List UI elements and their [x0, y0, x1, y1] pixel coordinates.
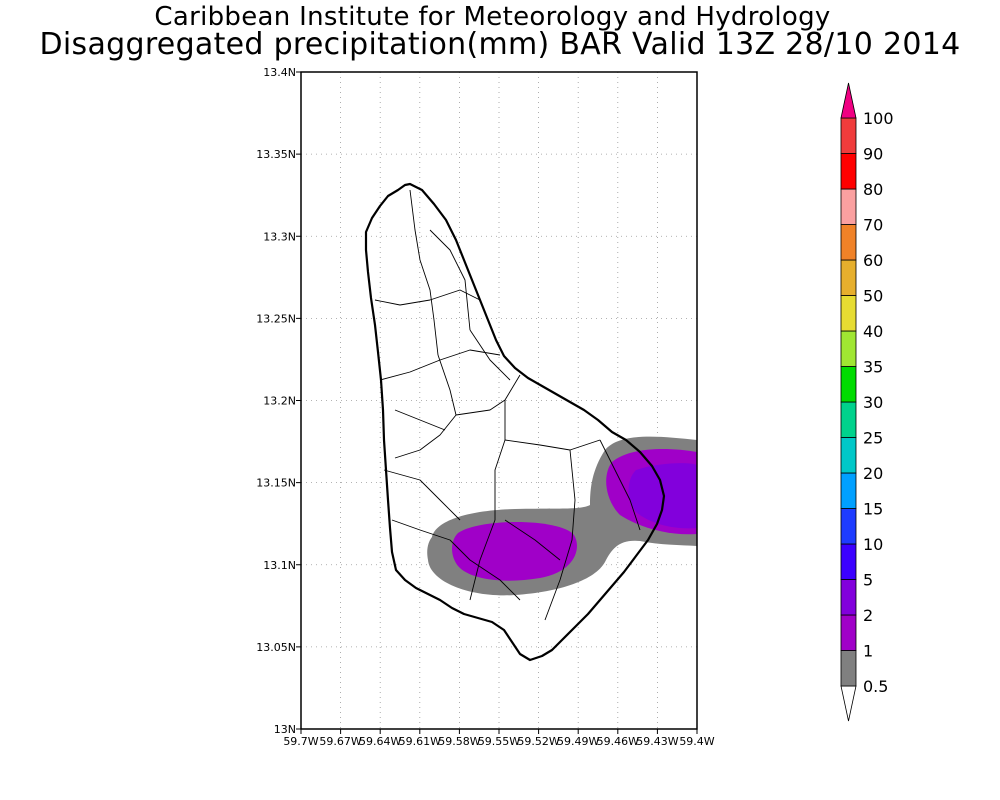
colorbar-segment-40-50	[840, 295, 857, 332]
colorbar-segment-35-40	[840, 330, 857, 367]
colorbar-label-25: 25	[863, 429, 883, 448]
lon-tick-label-7: 59.49W	[557, 735, 599, 748]
colorbar-label-40: 40	[863, 322, 883, 341]
lat-tick-label-4: 13.2N	[263, 395, 296, 408]
lon-tick-label-3: 59.61W	[399, 735, 441, 748]
colorbar-label-15: 15	[863, 500, 883, 519]
lon-tick-label-10: 59.4W	[679, 735, 714, 748]
lat-tick-label-1: 13.35N	[256, 148, 296, 161]
colorbar-label-90: 90	[863, 145, 883, 164]
lon-tick-label-6: 59.52W	[517, 735, 559, 748]
colorbar-segment-15-20	[840, 472, 857, 509]
longitude-axis: 59.7W 59.67W59.64W59.61W59.58W59.55W59.52…	[283, 729, 715, 748]
colorbar-segment-25-30	[840, 401, 857, 438]
colorbar-segment-70-80	[840, 188, 857, 225]
colorbar-label-10: 10	[863, 535, 883, 554]
colorbar-label-50: 50	[863, 287, 883, 306]
lat-tick-label-8: 13N	[274, 723, 296, 736]
lon-tick-label-2: 59.64W	[359, 735, 401, 748]
colorbar-segment-60-70	[840, 224, 857, 261]
colorbar-top-triangle	[840, 82, 857, 119]
precip-band-purple-south	[452, 521, 577, 581]
colorbar-segment-90-100	[840, 117, 857, 154]
precip-band-violet-core	[628, 463, 697, 529]
lat-tick-label-7: 13.05N	[256, 641, 296, 654]
colorbar-label-35: 35	[863, 358, 883, 377]
colorbar-bottom-triangle	[840, 685, 857, 722]
colorbar-label-0.5: 0.5	[863, 677, 888, 696]
lon-tick-label-9: 59.43W	[636, 735, 678, 748]
chart-title: Caribbean Institute for Meteorology and …	[154, 2, 831, 32]
chart-subtitle: Disaggregated precipitation(mm) BAR Vali…	[39, 27, 961, 62]
colorbar-label-100: 100	[863, 109, 894, 128]
colorbar-label-70: 70	[863, 216, 883, 235]
colorbar-segment-50-60	[840, 259, 857, 296]
colorbar-label-30: 30	[863, 393, 883, 412]
colorbar-segment-10-15	[840, 508, 857, 545]
colorbar-label-60: 60	[863, 251, 883, 270]
colorbar-label-1: 1	[863, 642, 873, 661]
colorbar-segment-0.5-1	[840, 650, 857, 687]
colorbar-label-20: 20	[863, 464, 883, 483]
colorbar-segment-80-90	[840, 153, 857, 190]
lon-tick-label-5: 59.55W	[478, 735, 520, 748]
island-coastline	[364, 182, 666, 662]
colorbar-segment-2-5	[840, 579, 857, 616]
lat-tick-label-6: 13.1N	[263, 559, 296, 572]
lat-tick-label-2: 13.3N	[263, 230, 296, 243]
precipitation-field	[427, 436, 697, 596]
colorbar-label-80: 80	[863, 180, 883, 199]
colorbar-segment-30-35	[840, 366, 857, 403]
colorbar-segment-1-2	[840, 614, 857, 651]
lat-tick-label-0: 13.4N	[263, 66, 296, 79]
lon-tick-label-4: 59.58W	[438, 735, 480, 748]
colorbar-label-2: 2	[863, 606, 873, 625]
colorbar-label-5: 5	[863, 571, 873, 590]
latitude-axis: 13.4N 13.35N 13.3N 13.25N 13.2N 13.15N 13.1N 13…	[256, 66, 301, 736]
parish-boundaries	[374, 189, 641, 621]
map-plot-area	[301, 72, 697, 729]
lon-tick-label-8: 59.46W	[597, 735, 639, 748]
colorbar-segment-5-10	[840, 543, 857, 580]
colorbar-segment-20-25	[840, 437, 857, 474]
lat-tick-label-3: 13.25N	[256, 312, 296, 325]
island-map	[364, 182, 666, 662]
lat-tick-label-5: 13.15N	[256, 477, 296, 490]
lon-tick-label-0: 59.7W	[283, 735, 318, 748]
lon-tick-label-1: 59.67W	[319, 735, 361, 748]
